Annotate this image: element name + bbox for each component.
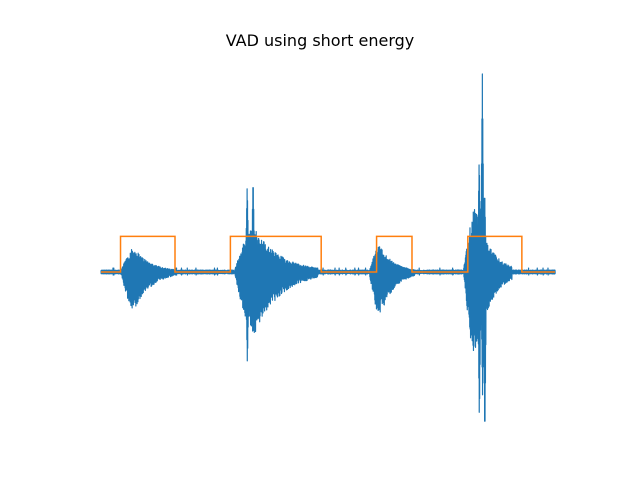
waveform-series — [100, 73, 556, 422]
vad-decision-series — [101, 235, 555, 273]
chart-title: VAD using short energy — [225, 31, 415, 50]
